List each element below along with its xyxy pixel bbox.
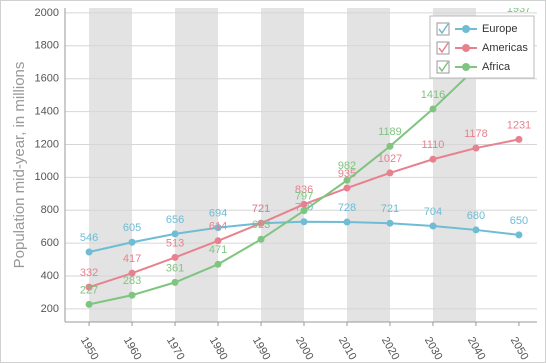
data-label: 1937 (507, 3, 531, 15)
point (128, 269, 136, 277)
data-label: 332 (80, 267, 98, 279)
data-label: 227 (80, 284, 98, 296)
data-label: 546 (80, 232, 98, 244)
point (343, 218, 351, 226)
data-label: 1110 (422, 139, 445, 151)
point (429, 105, 437, 113)
point (171, 278, 179, 286)
y-tick-label: 1000 (35, 171, 59, 183)
point (257, 235, 265, 243)
point (214, 237, 222, 245)
point (343, 176, 351, 184)
point (429, 155, 437, 163)
interlace-band (175, 8, 219, 322)
data-label: 283 (123, 275, 141, 287)
y-tick-label: 200 (41, 303, 59, 315)
data-label: 471 (209, 244, 227, 256)
data-label: 656 (166, 214, 184, 226)
data-label: 704 (424, 206, 442, 218)
data-label: 694 (209, 208, 227, 220)
y-tick-label: 1800 (35, 40, 59, 52)
point (171, 230, 179, 238)
point (515, 135, 523, 143)
data-label: 614 (209, 221, 227, 233)
data-label: 1189 (378, 126, 402, 138)
point (472, 144, 480, 152)
point (214, 224, 222, 232)
point (257, 219, 265, 227)
y-tick-label: 1400 (35, 105, 59, 117)
data-label: 797 (295, 191, 313, 203)
interlace-band (89, 8, 133, 322)
data-label: 1416 (421, 89, 445, 101)
data-label: 721 (252, 203, 270, 215)
point (85, 248, 93, 256)
legend-marker (462, 63, 470, 71)
legend-item[interactable]: Americas (436, 41, 528, 55)
point (85, 283, 93, 291)
point (128, 291, 136, 299)
point (386, 142, 394, 150)
point (128, 238, 136, 246)
point (472, 226, 480, 234)
data-label: 1178 (464, 128, 488, 140)
point (386, 219, 394, 227)
legend-check (438, 23, 449, 35)
legend-marker (462, 44, 470, 52)
data-label: 836 (295, 184, 313, 196)
point (343, 184, 351, 192)
data-label: 513 (166, 237, 184, 249)
data-label: 361 (166, 262, 184, 274)
legend-label: Americas (482, 42, 528, 54)
data-label: 1027 (378, 153, 402, 165)
y-tick-label: 400 (41, 270, 59, 282)
point (85, 300, 93, 308)
point (171, 253, 179, 261)
legend-label: Europe (482, 23, 517, 35)
y-axis-title: Population mid-year, in millions (11, 62, 28, 269)
data-label: 721 (252, 203, 270, 215)
point (214, 260, 222, 268)
data-label: 721 (381, 203, 399, 215)
interlace-band (346, 8, 390, 322)
data-label: 728 (338, 202, 356, 214)
legend-label: Africa (482, 61, 511, 73)
y-tick-label: 800 (41, 204, 59, 216)
data-label: 680 (467, 210, 485, 222)
data-label: 623 (252, 219, 270, 231)
y-tick-label: 1600 (35, 73, 59, 85)
point (515, 231, 523, 239)
point (300, 200, 308, 208)
series: 546605656694721730728721704680650 (80, 202, 528, 256)
data-label: 1231 (507, 119, 531, 131)
y-tick-label: 1200 (35, 138, 59, 150)
legend-item[interactable]: Africa (436, 60, 511, 74)
y-tick-label: 2000 (35, 7, 59, 19)
data-label: 417 (123, 253, 141, 265)
data-label: 605 (123, 222, 141, 234)
legend: Europe Americas Africa (429, 15, 535, 79)
data-label: 650 (510, 215, 528, 227)
y-tick-label: 600 (41, 237, 59, 249)
point (300, 207, 308, 215)
interlace-band (261, 8, 305, 322)
point (429, 222, 437, 230)
point (300, 218, 308, 226)
legend-check (438, 42, 449, 54)
data-label: 982 (338, 160, 356, 172)
legend-marker (462, 25, 470, 33)
point (386, 169, 394, 177)
legend-check (438, 61, 449, 73)
legend-item[interactable]: Europe (436, 22, 517, 36)
